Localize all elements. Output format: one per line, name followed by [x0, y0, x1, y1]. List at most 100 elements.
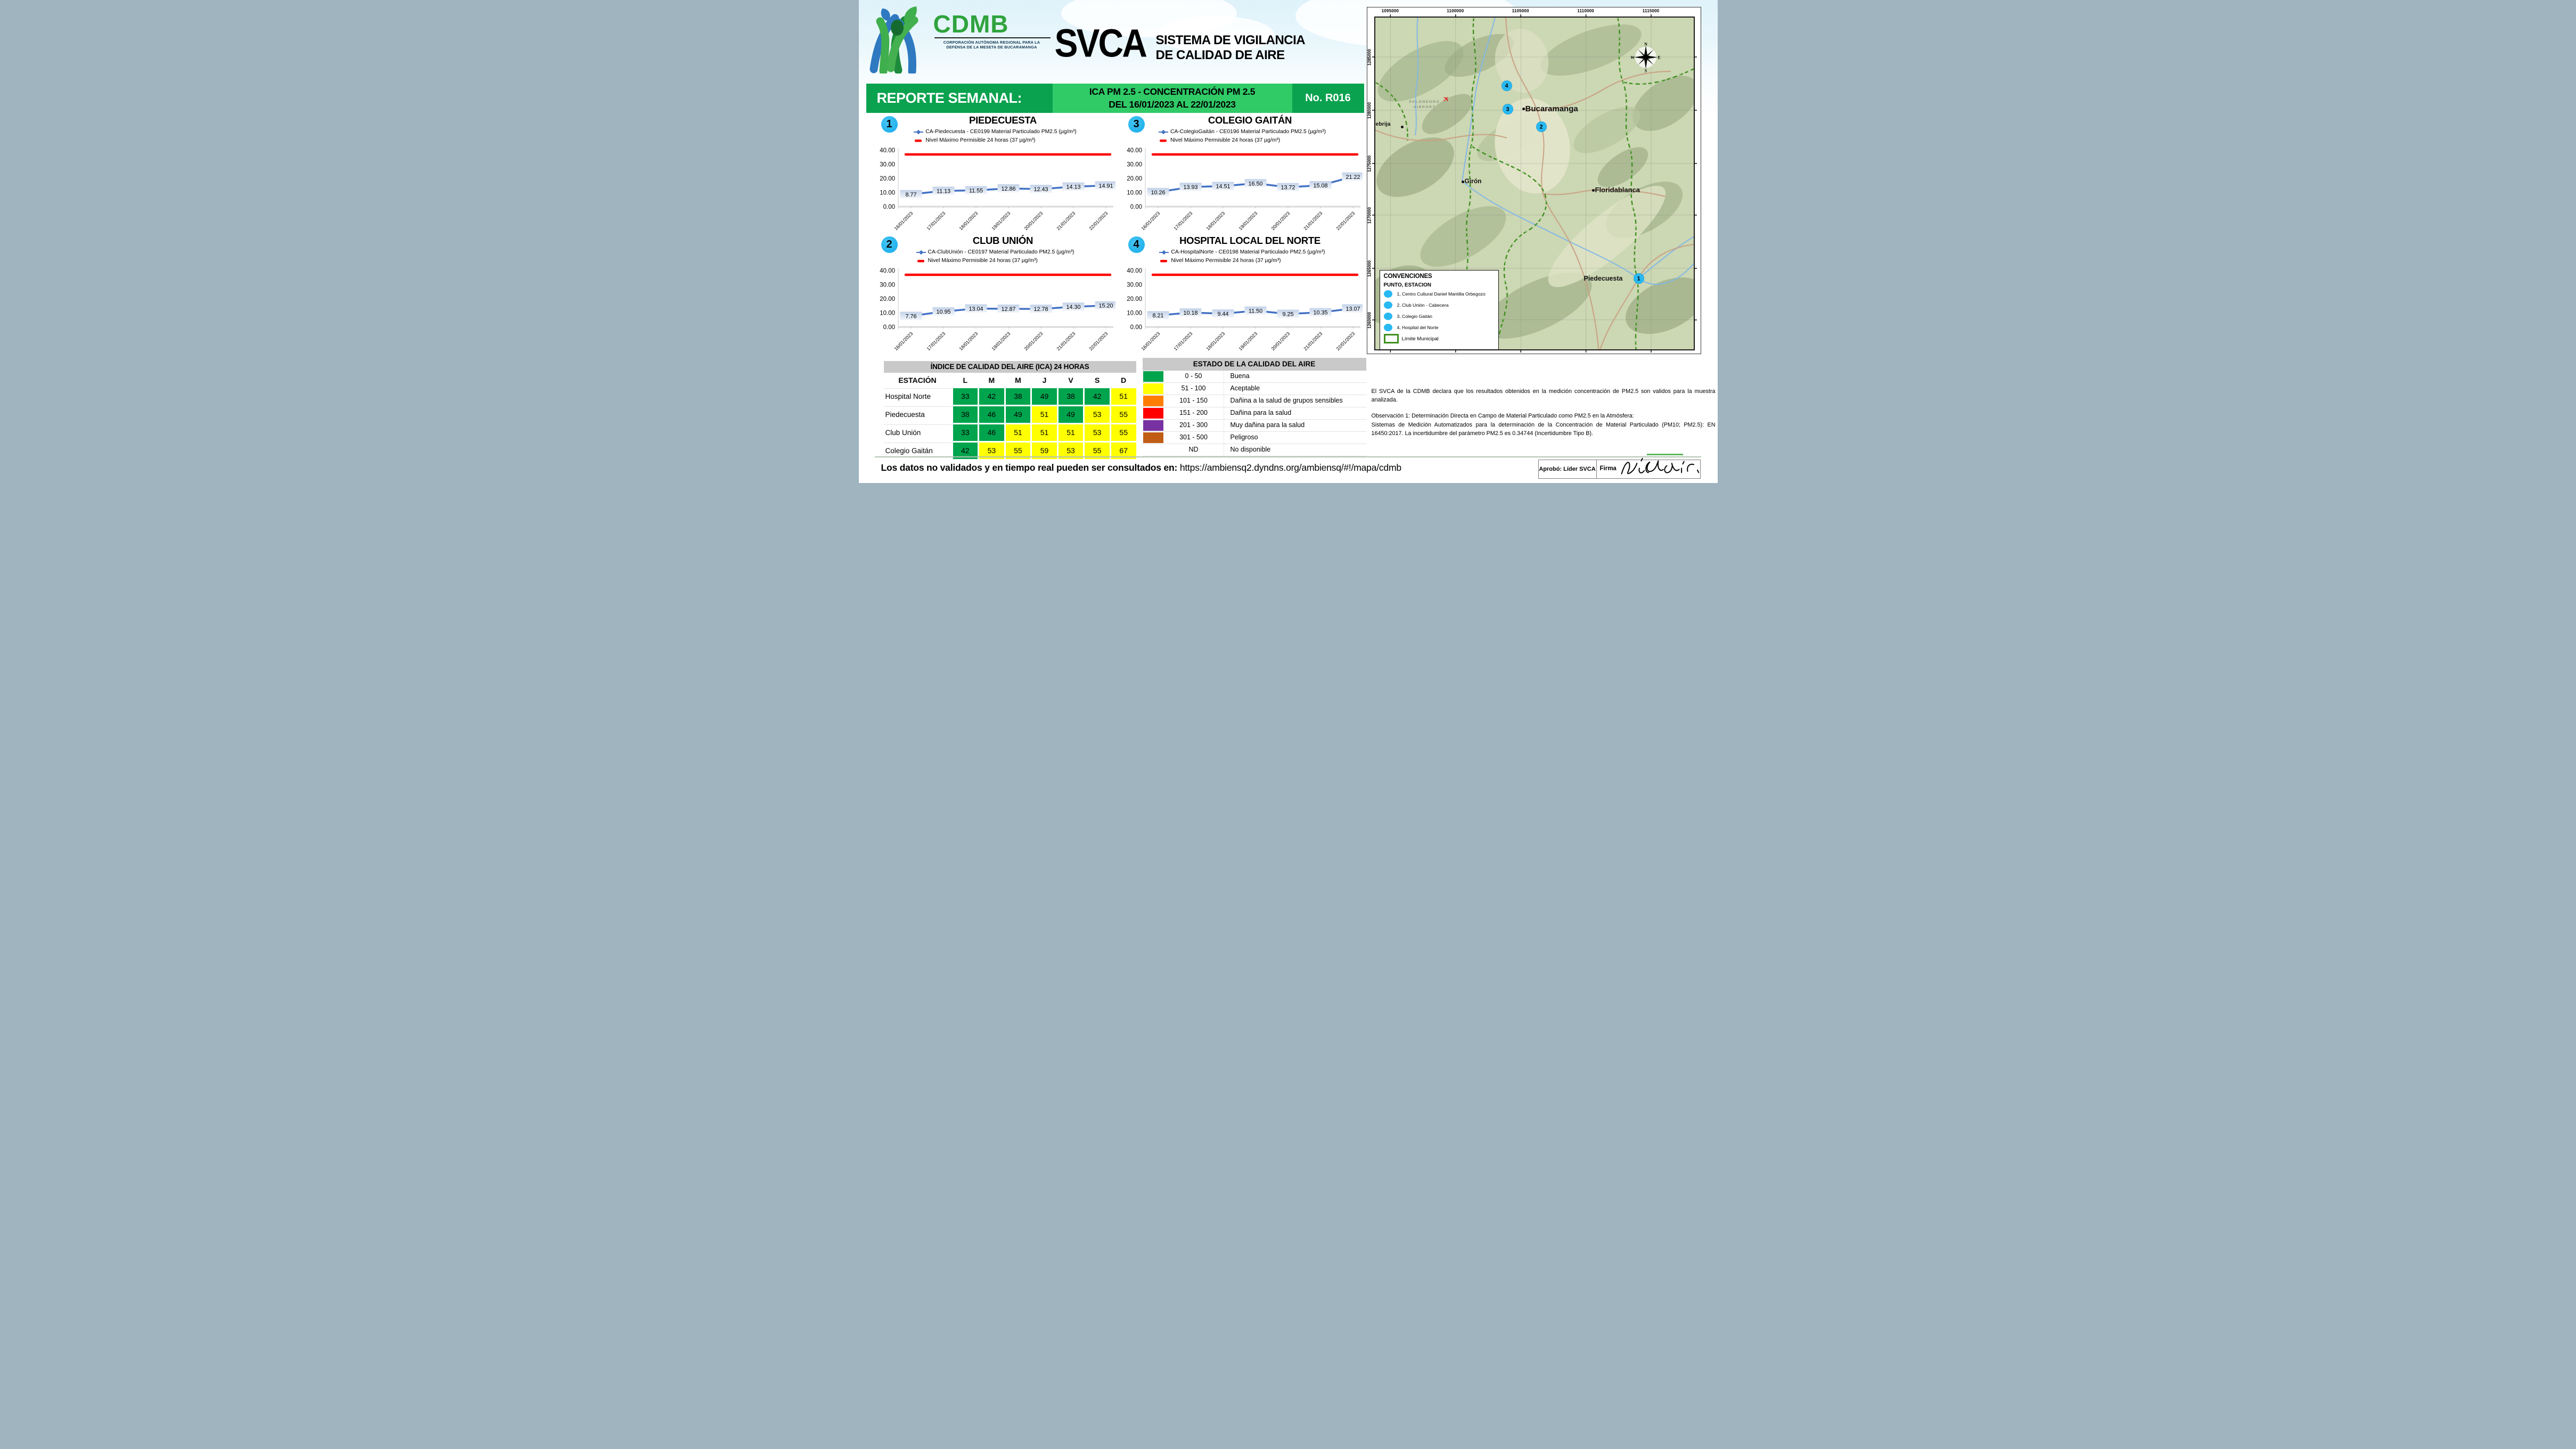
map-legend: CONVENCIONES PUNTO, ESTACION 1, Centro C…: [1379, 270, 1499, 350]
svg-text:20.00: 20.00: [880, 296, 895, 302]
svg-text:30.00: 30.00: [880, 162, 895, 168]
svg-text:0.00: 0.00: [1130, 204, 1142, 210]
svg-text:10.00: 10.00: [1127, 310, 1142, 317]
chart-plot-area: 40.00 30.00 20.00 10.00 0.00 8.77 11.13 11.55 12…: [875, 146, 1117, 235]
svg-text:13.72: 13.72: [1281, 185, 1295, 191]
svg-text:N: N: [1644, 43, 1647, 47]
observation-line2: Sistemas de Medición Automatizados para …: [1371, 421, 1716, 437]
legend-series-label: CA-HospitalNorte - CE0198 Material Parti…: [1171, 249, 1325, 255]
estado-label: Dañina para la salud: [1230, 409, 1292, 416]
legend-series-label: CA-ClubUnión - CE0197 Material Particula…: [928, 249, 1074, 255]
cloud-shape: [1156, 16, 1274, 53]
signature-label: Firma: [1599, 465, 1617, 472]
svg-text:17/01/2023: 17/01/2023: [925, 210, 946, 231]
page-subtitle-line2: DE CALIDAD DE AIRE: [1155, 47, 1285, 62]
signature-cell: Firma: [1597, 457, 1700, 478]
svg-text:11.50: 11.50: [1248, 308, 1262, 315]
ica-value-cell: 49: [1032, 388, 1057, 405]
ica-value-cell: 53: [1058, 443, 1084, 459]
svg-text:0.00: 0.00: [1130, 324, 1142, 331]
footer-text: Los datos no validados y en tiempo real …: [881, 462, 1402, 473]
chart-legend: CA-HospitalNorte - CE0198 Material Parti…: [1122, 248, 1363, 265]
svg-text:21/01/2023: 21/01/2023: [1302, 331, 1323, 351]
station-bullet-icon: [1383, 301, 1392, 309]
ica-value-cell: 49: [1058, 406, 1084, 423]
map-overlay: CONVENCIONES PUNTO, ESTACION 1, Centro C…: [1367, 7, 1700, 353]
svg-text:30.00: 30.00: [880, 282, 895, 289]
ica-col-header: M: [979, 374, 1004, 387]
station-marker: 1: [1634, 273, 1644, 284]
svg-text:16.50: 16.50: [1248, 181, 1262, 187]
estado-range: 301 - 500: [1164, 432, 1224, 444]
station-number-badge: 2: [881, 236, 898, 253]
chart-plot-area: 40.00 30.00 20.00 10.00 0.00 7.76 10.95 13.04 12…: [875, 266, 1117, 355]
svg-text:S: S: [1644, 69, 1647, 72]
footer-separator: [874, 456, 1701, 457]
svg-text:19/01/2023: 19/01/2023: [990, 210, 1011, 231]
svg-text:14.30: 14.30: [1066, 304, 1080, 310]
estado-label: Aceptable: [1230, 384, 1260, 392]
ica-value-cell: 55: [1111, 406, 1136, 423]
map-coordinate-top: 1115000: [1642, 9, 1660, 13]
estado-row: 151 - 200 Dañina para la salud: [1142, 407, 1366, 420]
estado-row: 301 - 500 Peligroso: [1142, 432, 1366, 444]
estado-row: 101 - 150 Dañina a la salud de grupos sen…: [1142, 395, 1366, 407]
map-legend-item: 2, Club Unión - Cabecera: [1383, 299, 1495, 310]
svg-text:20/01/2023: 20/01/2023: [1270, 210, 1291, 231]
series-marker-icon: [916, 250, 926, 255]
municipal-limit-label: Límite Municipal: [1401, 335, 1439, 342]
map-legend-item: 1, Centro Cultural Daniel Mantilla Orbeg…: [1383, 288, 1495, 299]
station-chart-panel: 3 COLEGIO GAITÁN CA-ColegioGaitán - CE0196…: [1122, 114, 1364, 232]
banner-period-line2: DEL 16/01/2023 AL 22/01/2023: [1109, 99, 1236, 110]
legend-limit-label: Nivel Máximo Permisible 24 horas (37 µg/…: [1170, 137, 1281, 143]
ica-table-title: ÍNDICE DE CALIDAD DEL AIRE (ICA) 24 HORA…: [883, 361, 1136, 373]
ica-value-cell: 46: [979, 424, 1004, 441]
ica-col-header: J: [1032, 374, 1057, 387]
page-title: SVCA: [1054, 21, 1147, 66]
ica-value-cell: 49: [1005, 406, 1031, 423]
chart-plot: 40.00 30.00 20.00 10.00 0.00 8.21 10.18 9.44 11.…: [1127, 268, 1364, 351]
estado-color-swatch: [1143, 396, 1163, 406]
svg-text:18/01/2023: 18/01/2023: [1205, 331, 1226, 351]
svg-text:16/01/2023: 16/01/2023: [1140, 210, 1161, 231]
svg-text:12.78: 12.78: [1033, 306, 1048, 313]
map-coordinate-left: 1260000: [1367, 312, 1372, 329]
svg-text:22/01/2023: 22/01/2023: [1335, 331, 1356, 351]
svg-text:40.00: 40.00: [880, 268, 895, 274]
ica-table-grid: ESTACIÓN L M M J V S D Hospital Norte 33 42 38 49 38 4…: [883, 374, 1136, 459]
svg-text:14.51: 14.51: [1216, 184, 1230, 190]
map-legend-title: CONVENCIONES: [1383, 273, 1432, 280]
ica-value-cell: 51: [1005, 424, 1031, 441]
estado-range: 51 - 100: [1164, 383, 1224, 395]
map-coordinate-left: 1285000: [1367, 48, 1372, 66]
svg-text:10.26: 10.26: [1151, 190, 1165, 196]
logo-rule: [934, 37, 1051, 38]
station-bullet-icon: [1383, 312, 1392, 320]
svg-text:10.00: 10.00: [880, 190, 895, 197]
chart-legend: CA-ColegioGaitán - CE0196 Material Parti…: [1122, 128, 1363, 145]
legend-series-row: CA-Piedecuesta - CE0199 Material Particu…: [913, 128, 1077, 136]
svg-text:17/01/2023: 17/01/2023: [1172, 331, 1193, 351]
ica-value-cell: 46: [979, 406, 1004, 423]
svg-text:E: E: [1658, 55, 1660, 60]
svg-text:11.55: 11.55: [969, 187, 982, 194]
legend-limit-row: Nivel Máximo Permisible 24 horas (37 µg/…: [1158, 136, 1280, 145]
station-marker: 2: [1536, 121, 1546, 132]
ica-station-name: Colegio Gaitán: [883, 443, 951, 459]
footer-url[interactable]: https://ambiensq2.dyndns.org/ambiensq/#!…: [1179, 462, 1401, 473]
svg-text:10.18: 10.18: [1183, 310, 1197, 316]
map-city-label: ebrija: [1375, 121, 1391, 127]
logo-acronym: CDMB: [933, 10, 1009, 38]
legend-series-row: CA-ColegioGaitán - CE0196 Material Parti…: [1158, 128, 1326, 136]
ica-value-cell: 51: [1032, 406, 1057, 423]
estado-row: 201 - 300 Muy dañina para la salud: [1142, 420, 1366, 432]
svg-text:21/01/2023: 21/01/2023: [1055, 331, 1076, 351]
ica-value-cell: 38: [1058, 388, 1084, 405]
svg-text:0.00: 0.00: [883, 324, 895, 331]
estado-label: Dañina a la salud de grupos sensibles: [1230, 397, 1343, 404]
svg-text:9.25: 9.25: [1282, 311, 1293, 317]
estado-color-swatch: [1143, 383, 1163, 394]
svg-text:13.93: 13.93: [1183, 184, 1197, 191]
map-city-dot: [1591, 189, 1595, 192]
limit-marker-icon: [1158, 138, 1169, 143]
